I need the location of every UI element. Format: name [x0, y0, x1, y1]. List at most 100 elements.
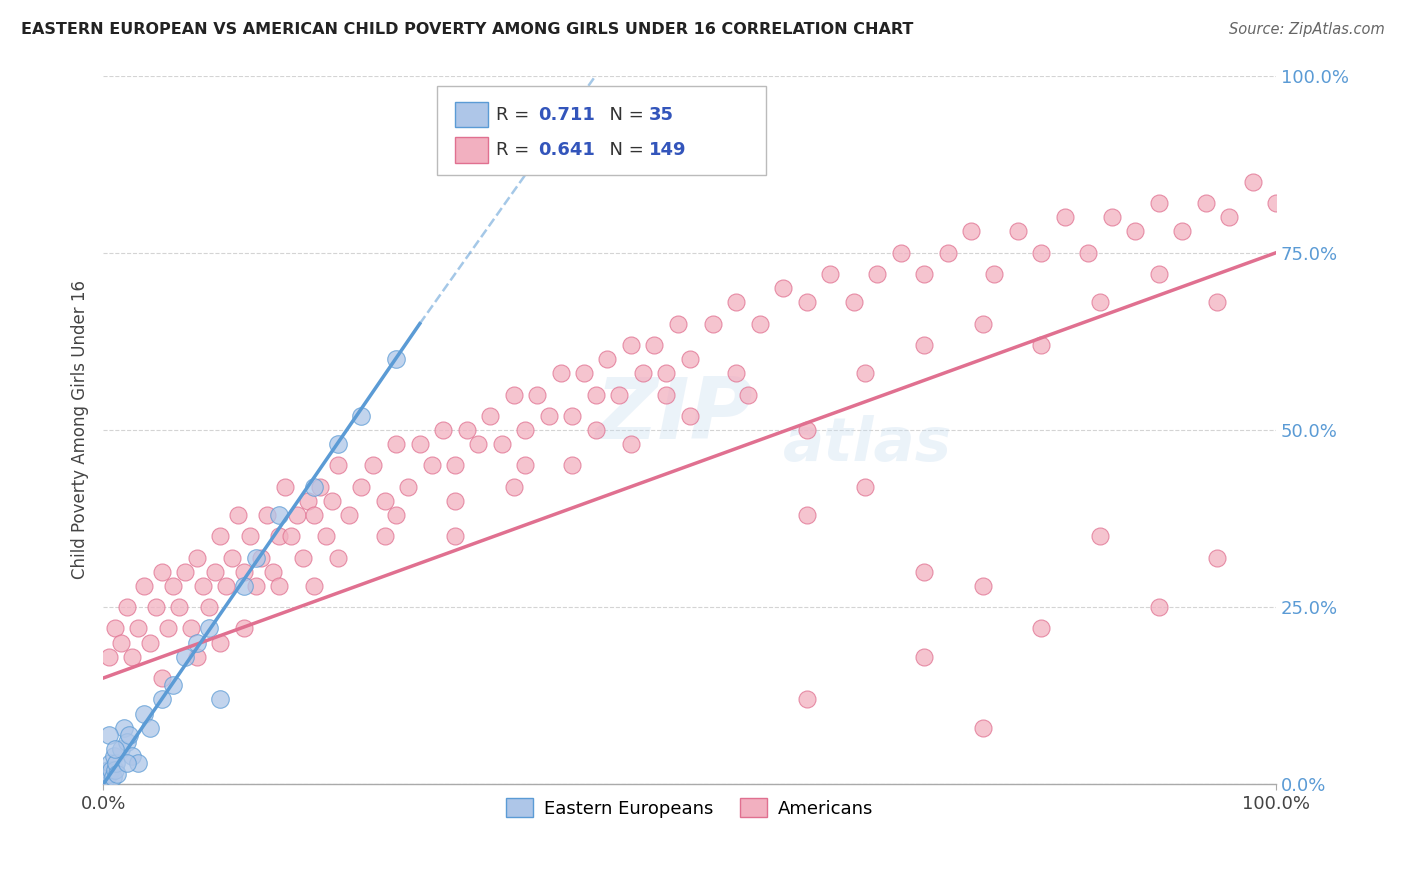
Point — [197, 600, 219, 615]
Point — [302, 480, 325, 494]
Point — [537, 103, 560, 118]
FancyBboxPatch shape — [437, 87, 766, 175]
Point — [169, 600, 191, 615]
Point — [1053, 211, 1076, 225]
Point — [596, 352, 619, 367]
Point — [112, 721, 135, 735]
Point — [1147, 196, 1170, 211]
Point — [1031, 245, 1053, 260]
Point — [101, 770, 124, 784]
Point — [103, 749, 125, 764]
Point — [361, 458, 384, 473]
Text: N =: N = — [598, 141, 650, 159]
Point — [537, 409, 560, 423]
Point — [725, 366, 748, 380]
Point — [1007, 225, 1029, 239]
Point — [209, 529, 232, 543]
Point — [97, 764, 120, 778]
Point — [972, 721, 994, 735]
Point — [121, 749, 143, 764]
Point — [174, 565, 197, 579]
Point — [515, 458, 537, 473]
Point — [409, 437, 432, 451]
Point — [515, 423, 537, 437]
Point — [326, 458, 349, 473]
Point — [96, 770, 118, 784]
Point — [110, 742, 132, 756]
Point — [104, 622, 127, 636]
Point — [127, 622, 149, 636]
Point — [1077, 245, 1099, 260]
Point — [912, 649, 935, 664]
Point — [655, 387, 678, 401]
Point — [118, 728, 141, 742]
Point — [444, 458, 467, 473]
Point — [291, 550, 314, 565]
Point — [748, 317, 770, 331]
Point — [936, 245, 959, 260]
Point — [267, 579, 290, 593]
Point — [1194, 196, 1216, 211]
Point — [479, 409, 502, 423]
Point — [983, 267, 1005, 281]
Text: 0.641: 0.641 — [538, 141, 595, 159]
Point — [1241, 175, 1264, 189]
Point — [1265, 196, 1288, 211]
Point — [139, 635, 162, 649]
Point — [186, 550, 208, 565]
Point — [1147, 600, 1170, 615]
Point — [239, 529, 262, 543]
Point — [374, 529, 396, 543]
Point — [502, 387, 524, 401]
Text: ZIP: ZIP — [596, 375, 754, 458]
Point — [432, 423, 454, 437]
Point — [309, 480, 332, 494]
Point — [232, 579, 254, 593]
Text: 35: 35 — [648, 105, 673, 123]
Point — [267, 529, 290, 543]
Point — [315, 529, 337, 543]
Point — [643, 338, 665, 352]
Point — [321, 494, 343, 508]
Point — [1171, 225, 1194, 239]
Point — [139, 721, 162, 735]
Point — [1206, 295, 1229, 310]
Point — [444, 529, 467, 543]
Point — [491, 437, 513, 451]
Point — [737, 387, 759, 401]
Point — [245, 550, 267, 565]
Point — [121, 649, 143, 664]
Point — [866, 267, 889, 281]
Point — [204, 565, 226, 579]
Point — [100, 764, 122, 778]
Point — [890, 245, 912, 260]
Point — [350, 480, 373, 494]
Point — [1123, 225, 1146, 239]
Point — [302, 579, 325, 593]
Point — [972, 579, 994, 593]
Point — [186, 649, 208, 664]
Point — [105, 756, 128, 771]
Point — [134, 579, 156, 593]
Point — [115, 756, 138, 771]
Point — [561, 409, 583, 423]
Point — [678, 352, 700, 367]
Point — [467, 437, 489, 451]
Point — [98, 728, 121, 742]
Point — [620, 437, 643, 451]
Point — [226, 508, 249, 522]
Point — [725, 295, 748, 310]
Point — [104, 764, 127, 778]
Point — [98, 756, 121, 771]
Text: 149: 149 — [648, 141, 686, 159]
Point — [191, 579, 214, 593]
Point — [607, 387, 630, 401]
Point — [297, 494, 319, 508]
Point — [796, 692, 818, 706]
Point — [912, 565, 935, 579]
Point — [702, 317, 724, 331]
Point — [232, 565, 254, 579]
FancyBboxPatch shape — [456, 102, 488, 128]
Text: 0.711: 0.711 — [538, 105, 595, 123]
Point — [115, 735, 138, 749]
